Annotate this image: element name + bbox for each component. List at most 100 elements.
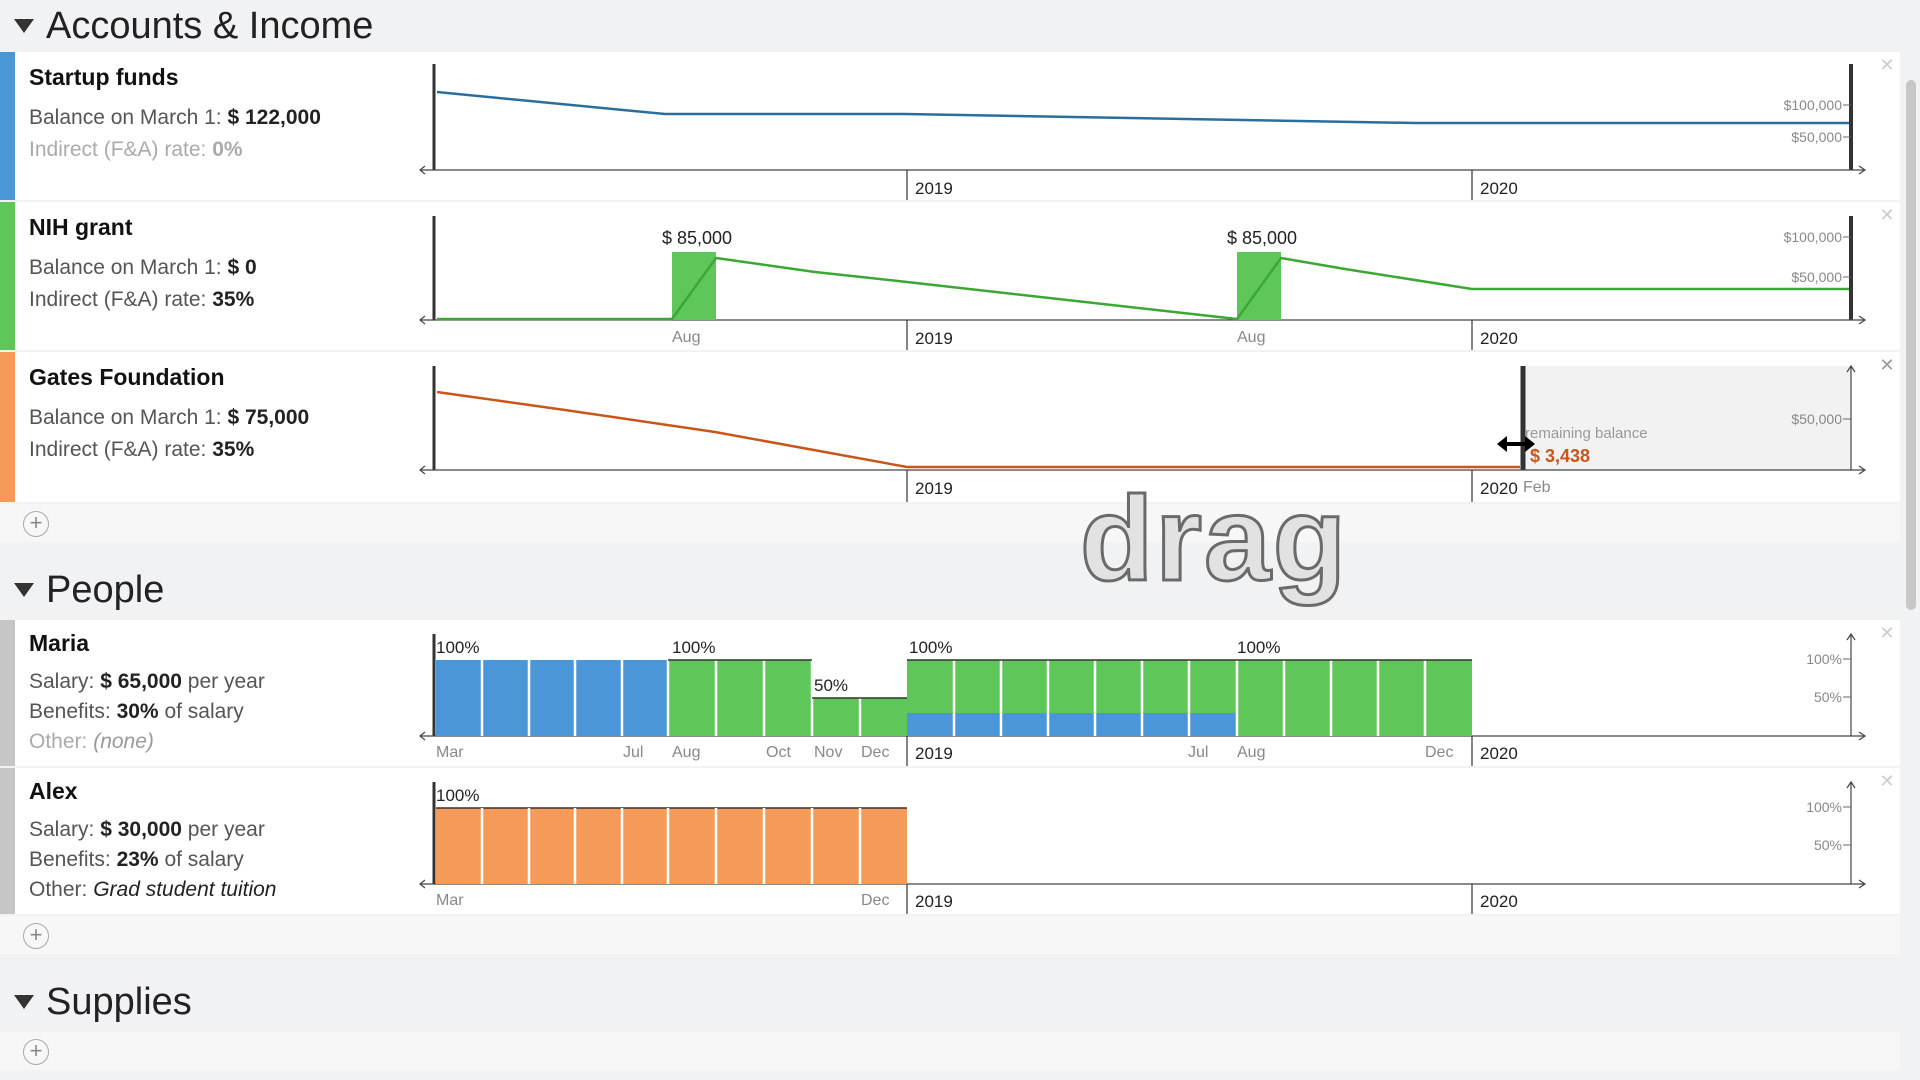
salary-line: Salary: $ 30,000 per year [29, 818, 265, 841]
balance-value[interactable]: $ 122,000 [227, 106, 321, 129]
rate-value[interactable]: 35% [212, 288, 255, 311]
remaining-balance-label: remaining balance [1525, 425, 1648, 442]
person-name[interactable]: Alex [29, 778, 78, 804]
balance-chart-gates[interactable]: 2019 2020 Feb $50,000 remaining balance … [415, 352, 1885, 502]
benefits-value[interactable]: 30% [116, 700, 159, 723]
account-name[interactable]: Gates Foundation [29, 364, 225, 390]
tick-label-2020: 2020 [1480, 892, 1518, 911]
add-account-strip: + [0, 504, 1900, 542]
balance-line-gates [436, 390, 1520, 469]
salary-value[interactable]: $ 30,000 [100, 818, 182, 841]
allocation-block-startup[interactable] [907, 713, 1237, 736]
tick-label-mar: Mar [436, 744, 464, 761]
close-icon[interactable]: ✕ [1879, 623, 1895, 643]
y-tick-100k: $100,000 [1784, 229, 1843, 245]
balance-value[interactable]: $ 0 [227, 256, 257, 279]
account-name[interactable]: NIH grant [29, 214, 133, 240]
collapse-triangle-icon[interactable] [14, 583, 34, 597]
collapse-triangle-icon[interactable] [14, 995, 34, 1009]
other-value[interactable]: Grad student tuition [93, 878, 277, 901]
y-tick-50k: $50,000 [1791, 411, 1842, 427]
rate-value[interactable]: 0% [212, 138, 243, 161]
balance-line: Balance on March 1: $ 0 [29, 256, 257, 279]
color-swatch [0, 52, 15, 200]
person-name[interactable]: Maria [29, 630, 90, 656]
remaining-region [1523, 366, 1851, 470]
supplies-section-header[interactable]: Supplies [0, 976, 1900, 1028]
month-dividers [480, 808, 862, 884]
benefits-line: Benefits: 30% of salary [29, 700, 244, 723]
balance-value[interactable]: $ 75,000 [227, 406, 310, 429]
benefits-value[interactable]: 23% [116, 848, 159, 871]
other-line: Other: (none) [29, 730, 154, 753]
tick-label-jul: Jul [623, 744, 643, 761]
tick-label-2020: 2020 [1480, 179, 1518, 198]
people-section-header[interactable]: People [0, 564, 1900, 616]
tick-label-oct: Oct [766, 744, 791, 761]
tick-label-aug: Aug [1237, 329, 1265, 346]
color-swatch [0, 768, 15, 914]
other-value[interactable]: (none) [93, 730, 154, 753]
person-row-alex[interactable]: Alex Salary: $ 30,000 per year Benefits:… [0, 768, 1900, 914]
account-name[interactable]: Startup funds [29, 64, 179, 90]
y-tick-100: 100% [1806, 799, 1842, 815]
drag-overlay-text: drag [1078, 471, 1349, 608]
balance-chart-startup[interactable]: 2019 2020 $100,000 $50,000 [415, 52, 1885, 200]
person-row-maria[interactable]: Maria Salary: $ 65,000 per year Benefits… [0, 620, 1900, 766]
allocation-chart-alex[interactable]: 100% 50% 100% Mar Dec 2019 2020 [415, 768, 1885, 914]
y-tick-50k: $50,000 [1791, 129, 1842, 145]
tick-label-2020: 2020 [1480, 744, 1518, 763]
vertical-scrollbar[interactable] [1906, 80, 1916, 610]
tick-label-2019: 2019 [915, 892, 953, 911]
rate-line: Indirect (F&A) rate: 35% [29, 438, 255, 461]
rate-line: Indirect (F&A) rate: 0% [29, 138, 243, 161]
section-title: Supplies [46, 980, 192, 1023]
accounts-section-header[interactable]: Accounts & Income [0, 0, 1900, 52]
tick-label-mar: Mar [436, 892, 464, 909]
y-tick-50: 50% [1814, 837, 1842, 853]
tick-label-2019: 2019 [915, 744, 953, 763]
close-icon[interactable]: ✕ [1879, 55, 1895, 75]
add-person-button[interactable]: + [23, 923, 49, 949]
balance-line-startup [436, 90, 1849, 125]
tick-label-dec: Dec [861, 892, 889, 909]
remaining-balance-value: $ 3,438 [1530, 446, 1590, 466]
close-icon[interactable]: ✕ [1879, 205, 1895, 225]
close-icon[interactable]: ✕ [1879, 355, 1895, 375]
account-row-nih-grant[interactable]: NIH grant Balance on March 1: $ 0 Indire… [0, 202, 1900, 350]
tick-label-nov: Nov [814, 744, 842, 761]
salary-value[interactable]: $ 65,000 [100, 670, 182, 693]
color-swatch [0, 620, 15, 766]
account-row-gates-foundation[interactable]: Gates Foundation Balance on March 1: $ 7… [0, 352, 1900, 502]
add-supply-button[interactable]: + [23, 1039, 49, 1065]
close-icon[interactable]: ✕ [1879, 771, 1895, 791]
deposit-label: $ 85,000 [662, 228, 732, 248]
pct-label: 100% [1237, 638, 1280, 657]
rate-line: Indirect (F&A) rate: 35% [29, 288, 255, 311]
resize-cursor-icon [1497, 436, 1535, 452]
y-tick-50: 50% [1814, 689, 1842, 705]
add-person-strip: + [0, 916, 1900, 954]
y-tick-50k: $50,000 [1791, 269, 1842, 285]
pct-label: 50% [814, 676, 848, 695]
collapse-triangle-icon[interactable] [14, 19, 34, 33]
y-tick-100: 100% [1806, 651, 1842, 667]
section-title: People [46, 568, 165, 611]
allocation-block-startup[interactable] [436, 660, 668, 736]
tick-label-2019: 2019 [915, 329, 953, 348]
color-swatch [0, 202, 15, 350]
tick-label-2019: 2019 [915, 479, 953, 498]
tick-label-2020: 2020 [1480, 479, 1518, 498]
add-account-button[interactable]: + [23, 511, 49, 537]
balance-chart-nih[interactable]: 2019 2020 Aug Aug $100,000 $50,000 $ 85,… [415, 202, 1885, 350]
allocation-block-gates[interactable] [436, 808, 907, 884]
rate-value[interactable]: 35% [212, 438, 255, 461]
other-line: Other: Grad student tuition [29, 878, 277, 901]
allocation-block-nih[interactable] [668, 660, 812, 736]
tick-label-aug: Aug [672, 329, 700, 346]
section-title: Accounts & Income [46, 4, 374, 47]
allocation-chart-maria[interactable]: 100% 50% 100% 100% 50% [415, 620, 1885, 766]
tick-label-dec: Dec [1425, 744, 1453, 761]
account-row-startup-funds[interactable]: Startup funds Balance on March 1: $ 122,… [0, 52, 1900, 200]
benefits-line: Benefits: 23% of salary [29, 848, 244, 871]
